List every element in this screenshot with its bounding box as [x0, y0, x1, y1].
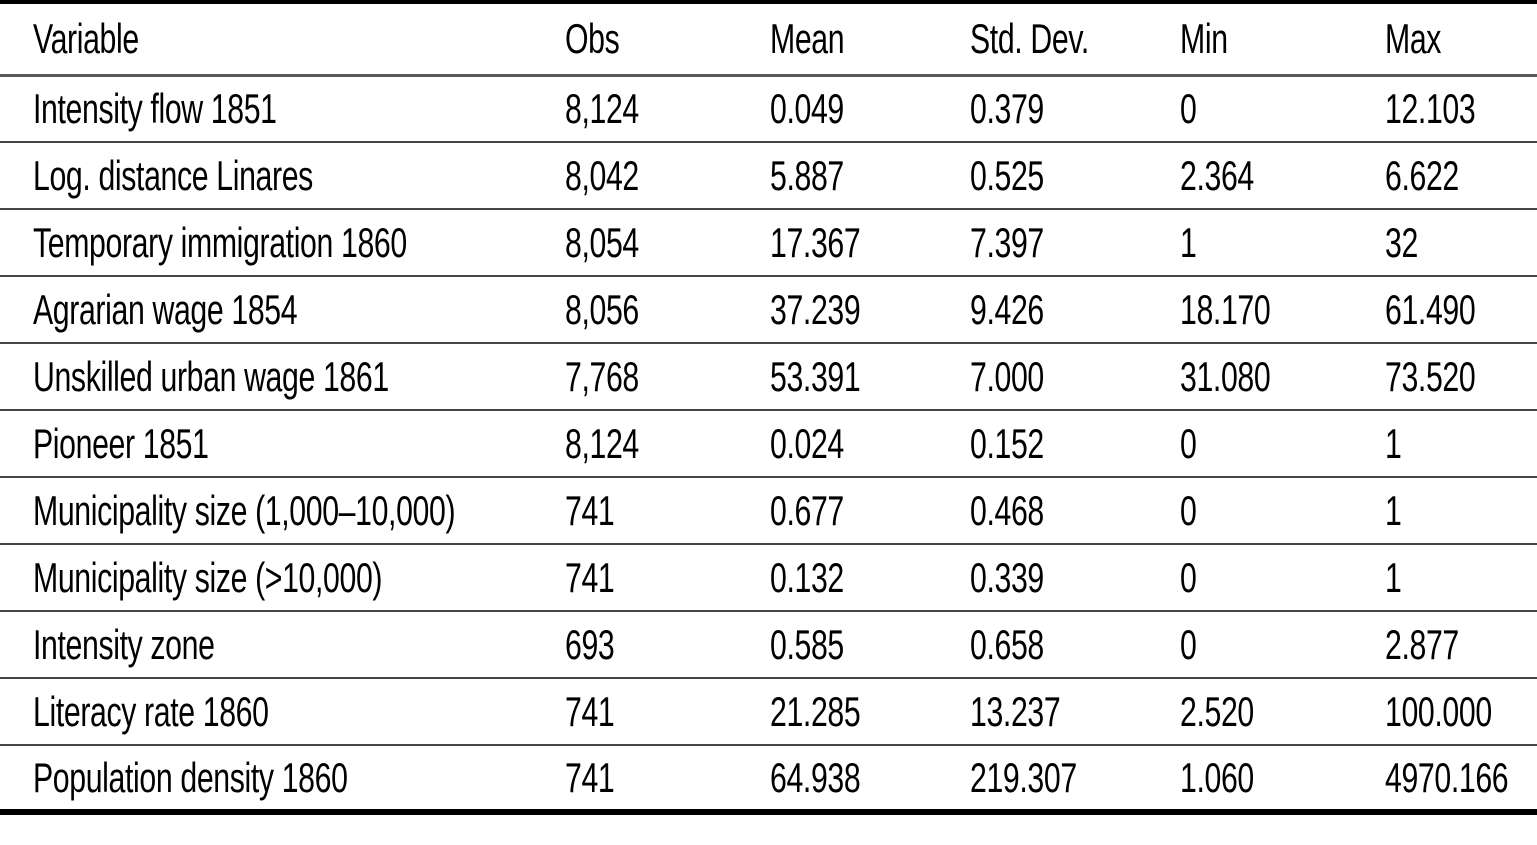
cell-max: 61.490 [1385, 285, 1476, 333]
table-row: Intensity flow 1851 8,124 0.049 0.379 0 … [0, 75, 1537, 142]
column-header-label: Variable [33, 14, 139, 62]
cell-variable: Intensity flow 1851 [33, 84, 277, 132]
cell-obs: 741 [565, 687, 615, 735]
cell-std-dev: 0.379 [970, 84, 1044, 132]
cell-std-dev: 0.339 [970, 553, 1044, 601]
column-header-min: Min [1180, 2, 1385, 75]
table-row: Temporary immigration 1860 8,054 17.367 … [0, 209, 1537, 276]
cell-mean: 64.938 [770, 753, 861, 801]
cell-min: 2.364 [1180, 151, 1254, 199]
cell-mean: 21.285 [770, 687, 861, 735]
cell-variable: Temporary immigration 1860 [33, 218, 407, 266]
cell-mean: 0.132 [770, 553, 844, 601]
column-header-label: Std. Dev. [970, 14, 1089, 62]
cell-min: 0 [1180, 419, 1197, 467]
cell-mean: 17.367 [770, 218, 861, 266]
cell-mean: 37.239 [770, 285, 861, 333]
cell-max: 12.103 [1385, 84, 1476, 132]
cell-variable: Literacy rate 1860 [33, 687, 269, 735]
cell-variable: Intensity zone [33, 620, 215, 668]
cell-obs: 693 [565, 620, 615, 668]
cell-std-dev: 0.468 [970, 486, 1044, 534]
column-header-label: Obs [565, 14, 620, 62]
cell-std-dev: 7.000 [970, 352, 1044, 400]
cell-max: 73.520 [1385, 352, 1476, 400]
cell-min: 31.080 [1180, 352, 1271, 400]
cell-std-dev: 219.307 [970, 753, 1077, 801]
cell-max: 1 [1385, 486, 1402, 534]
cell-obs: 8,054 [565, 218, 639, 266]
cell-obs: 8,124 [565, 84, 639, 132]
cell-min: 2.520 [1180, 687, 1254, 735]
cell-std-dev: 0.152 [970, 419, 1044, 467]
cell-min: 0 [1180, 486, 1197, 534]
cell-obs: 741 [565, 486, 615, 534]
cell-obs: 8,124 [565, 419, 639, 467]
cell-min: 0 [1180, 553, 1197, 601]
table-row: Agrarian wage 1854 8,056 37.239 9.426 18… [0, 276, 1537, 343]
column-header-max: Max [1385, 2, 1537, 75]
cell-obs: 741 [565, 553, 615, 601]
table-row: Intensity zone 693 0.585 0.658 0 2.877 [0, 611, 1537, 678]
table-row: Municipality size (1,000–10,000) 741 0.6… [0, 477, 1537, 544]
cell-min: 0 [1180, 620, 1197, 668]
table-row: Pioneer 1851 8,124 0.024 0.152 0 1 [0, 410, 1537, 477]
cell-variable: Agrarian wage 1854 [33, 285, 298, 333]
cell-std-dev: 0.525 [970, 151, 1044, 199]
table-row: Unskilled urban wage 1861 7,768 53.391 7… [0, 343, 1537, 410]
table-row: Municipality size (>10,000) 741 0.132 0.… [0, 544, 1537, 611]
cell-mean: 0.677 [770, 486, 844, 534]
cell-mean: 5.887 [770, 151, 844, 199]
cell-max: 1 [1385, 553, 1402, 601]
cell-mean: 53.391 [770, 352, 861, 400]
cell-mean: 0.024 [770, 419, 844, 467]
cell-std-dev: 7.397 [970, 218, 1044, 266]
cell-max: 32 [1385, 218, 1418, 266]
table-row: Log. distance Linares 8,042 5.887 0.525 … [0, 142, 1537, 209]
column-header-label: Mean [770, 14, 845, 62]
cell-max: 6.622 [1385, 151, 1459, 199]
table-header-row: Variable Obs Mean Std. Dev. Min Max [0, 2, 1537, 75]
table-row: Literacy rate 1860 741 21.285 13.237 2.5… [0, 678, 1537, 745]
cell-obs: 8,056 [565, 285, 639, 333]
cell-variable: Log. distance Linares [33, 151, 313, 199]
cell-variable: Unskilled urban wage 1861 [33, 352, 389, 400]
cell-variable: Municipality size (1,000–10,000) [33, 486, 456, 534]
cell-obs: 741 [565, 753, 615, 801]
cell-std-dev: 13.237 [970, 687, 1061, 735]
cell-max: 1 [1385, 419, 1402, 467]
summary-statistics-table: Variable Obs Mean Std. Dev. Min Max Inte… [0, 0, 1537, 815]
cell-min: 0 [1180, 84, 1197, 132]
cell-variable: Population density 1860 [33, 753, 348, 801]
cell-max: 100.000 [1385, 687, 1492, 735]
cell-mean: 0.585 [770, 620, 844, 668]
column-header-mean: Mean [770, 2, 970, 75]
cell-std-dev: 0.658 [970, 620, 1044, 668]
cell-min: 1 [1180, 218, 1197, 266]
cell-obs: 7,768 [565, 352, 639, 400]
cell-variable: Municipality size (>10,000) [33, 553, 383, 601]
cell-max: 2.877 [1385, 620, 1459, 668]
column-header-label: Max [1385, 14, 1442, 62]
cell-mean: 0.049 [770, 84, 844, 132]
cell-variable: Pioneer 1851 [33, 419, 209, 467]
cell-obs: 8,042 [565, 151, 639, 199]
column-header-obs: Obs [565, 2, 770, 75]
cell-min: 18.170 [1180, 285, 1271, 333]
cell-min: 1.060 [1180, 753, 1254, 801]
column-header-variable: Variable [0, 2, 565, 75]
cell-std-dev: 9.426 [970, 285, 1044, 333]
cell-max: 4970.166 [1385, 753, 1509, 801]
column-header-label: Min [1180, 14, 1228, 62]
column-header-std-dev: Std. Dev. [970, 2, 1180, 75]
table-row: Population density 1860 741 64.938 219.3… [0, 745, 1537, 812]
